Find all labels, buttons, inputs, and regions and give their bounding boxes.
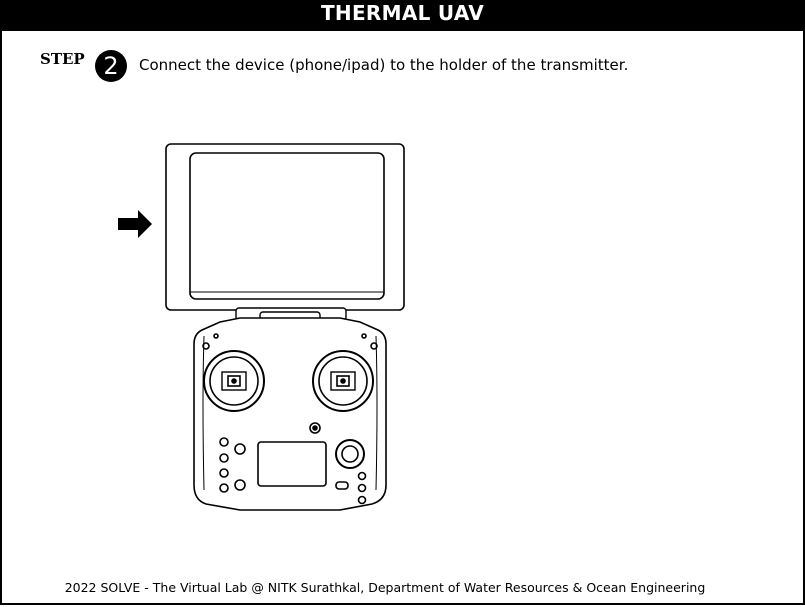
tablet-icon	[165, 143, 405, 311]
right-joystick	[312, 350, 374, 412]
step-number-badge: 2	[95, 50, 127, 82]
remote-controller-icon	[193, 317, 387, 511]
footer-credits: 2022 SOLVE - The Virtual Lab @ NITK Sura…	[64, 580, 706, 595]
step-label: STEP	[40, 50, 85, 68]
device-transmitter-illustration	[118, 143, 405, 511]
left-joystick	[203, 350, 265, 412]
page-title: THERMAL UAV	[0, 0, 805, 31]
step-instruction: Connect the device (phone/ipad) to the h…	[139, 56, 629, 74]
right-arrow-icon	[118, 210, 152, 238]
